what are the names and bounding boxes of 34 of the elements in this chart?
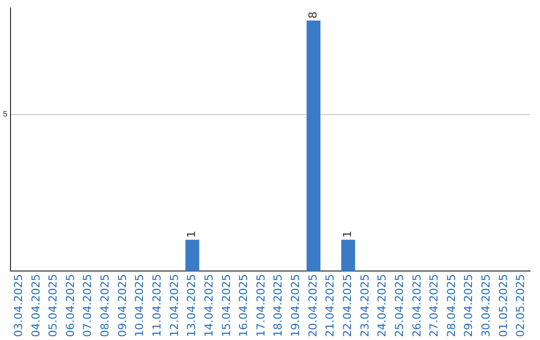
x-tick-label: 14.04.2025 bbox=[202, 274, 216, 338]
x-tick-label: 16.04.2025 bbox=[237, 274, 250, 338]
x-tick-label: 13.04.2025 bbox=[185, 274, 198, 338]
x-tick-label: 04.04.2025 bbox=[29, 274, 42, 338]
x-tick-label: 23.04.2025 bbox=[358, 274, 372, 338]
x-tick-label: 25.04.2025 bbox=[392, 274, 406, 338]
x-tick-label: 18.04.2025 bbox=[272, 274, 285, 338]
x-tick-label: 27.04.2025 bbox=[428, 274, 441, 338]
x-tick-label: 08.04.2025 bbox=[98, 274, 112, 338]
y-tick-label: 5 bbox=[2, 110, 8, 119]
x-tick-label: 29.04.2025 bbox=[462, 274, 476, 338]
x-tick-label: 01.05.2025 bbox=[496, 274, 510, 338]
data-label: 1 bbox=[341, 230, 354, 238]
x-tick-label: 10.04.2025 bbox=[133, 274, 146, 338]
x-tick-label: 30.04.2025 bbox=[480, 274, 493, 338]
x-tick-label: 19.04.2025 bbox=[289, 274, 302, 338]
x-tick-label: 21.04.2025 bbox=[324, 274, 337, 338]
x-tick-label: 28.04.2025 bbox=[444, 274, 458, 338]
x-tick-label: 12.04.2025 bbox=[168, 274, 181, 338]
x-tick-label: 09.04.2025 bbox=[116, 274, 129, 338]
x-tick-label: 02.05.2025 bbox=[514, 274, 528, 338]
x-tick-label: 20.04.2025 bbox=[306, 274, 320, 338]
x-tick-label: 05.04.2025 bbox=[46, 274, 60, 338]
x-tick-label: 22.04.2025 bbox=[341, 274, 354, 338]
x-tick-label: 11.04.2025 bbox=[150, 274, 164, 338]
data-label: 8 bbox=[306, 12, 320, 19]
x-tick-label: 07.04.2025 bbox=[81, 274, 94, 338]
x-tick-label: 17.04.2025 bbox=[254, 274, 268, 338]
data-label: 1 bbox=[185, 230, 198, 238]
x-tick-label: 06.04.2025 bbox=[64, 274, 77, 338]
x-tick-label: 24.04.2025 bbox=[376, 274, 389, 338]
x-tick-label: 15.04.2025 bbox=[220, 274, 233, 338]
x-tick-label: 26.04.2025 bbox=[410, 274, 424, 338]
x-tick-label: 03.04.2025 bbox=[12, 274, 25, 338]
